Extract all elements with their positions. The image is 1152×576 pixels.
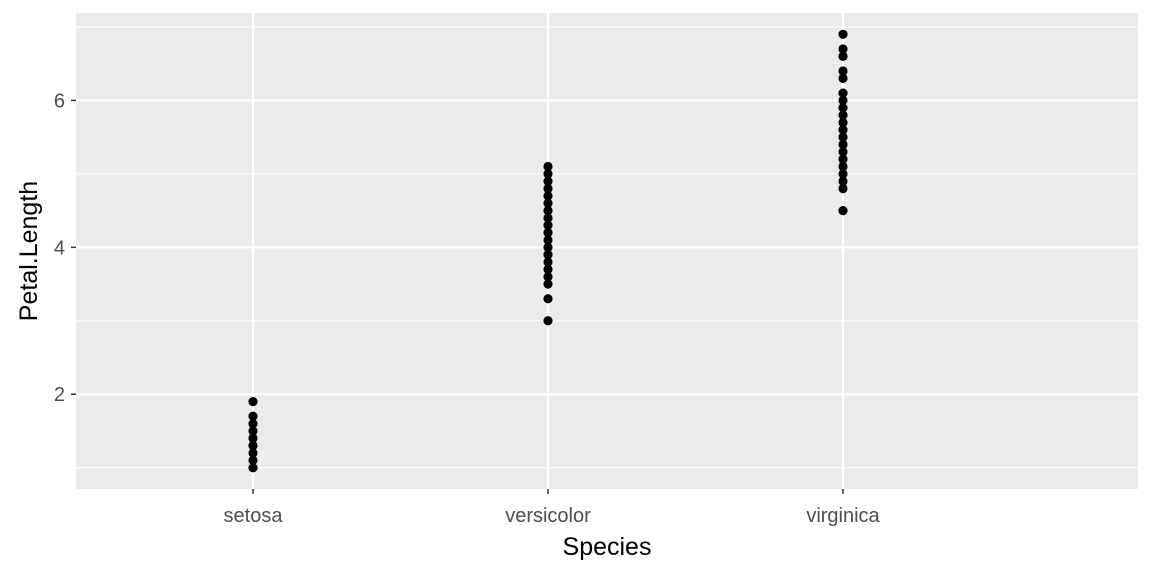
data-point xyxy=(838,125,848,135)
data-point xyxy=(543,264,553,274)
x-tick-label: virginica xyxy=(806,505,880,527)
data-point xyxy=(543,272,553,282)
data-point xyxy=(838,44,848,54)
data-point xyxy=(543,191,553,201)
data-point xyxy=(543,213,553,223)
data-point xyxy=(838,169,848,179)
data-point xyxy=(248,411,258,421)
data-point xyxy=(248,396,258,407)
data-point xyxy=(838,147,848,157)
data-point xyxy=(543,228,553,238)
data-point xyxy=(543,183,553,194)
plot-panel xyxy=(76,13,1138,489)
data-point xyxy=(248,433,258,443)
data-point xyxy=(838,73,848,83)
data-point xyxy=(543,220,553,230)
y-tick-label: 6 xyxy=(54,90,65,112)
data-point xyxy=(543,205,553,216)
data-point xyxy=(838,132,848,142)
x-tick-label: versicolor xyxy=(505,505,591,527)
data-point xyxy=(543,257,553,267)
data-point xyxy=(838,139,848,150)
data-point xyxy=(838,29,848,39)
y-tick-label: 4 xyxy=(54,237,65,259)
data-point xyxy=(248,448,258,458)
data-point xyxy=(838,176,848,186)
data-point xyxy=(543,279,553,289)
y-tick-label: 2 xyxy=(54,384,65,406)
data-point xyxy=(838,161,848,172)
data-point xyxy=(838,95,848,106)
data-point xyxy=(543,242,553,252)
data-point xyxy=(248,441,258,451)
data-point xyxy=(838,51,848,61)
data-point xyxy=(838,110,848,120)
data-points xyxy=(248,29,848,473)
data-point xyxy=(838,103,848,113)
data-point xyxy=(543,250,553,260)
data-point xyxy=(543,198,553,208)
data-point xyxy=(248,455,258,465)
data-point xyxy=(543,169,553,179)
data-point xyxy=(838,183,848,194)
y-axis-title: Petal.Length xyxy=(15,181,43,321)
data-point xyxy=(248,419,258,429)
x-axis-tick-labels: setosa versicolor virginica xyxy=(224,489,881,527)
x-tick-label: setosa xyxy=(224,505,284,527)
data-point xyxy=(838,205,848,216)
data-point xyxy=(543,235,553,245)
data-point xyxy=(838,88,848,98)
data-point xyxy=(838,154,848,164)
data-point xyxy=(543,161,553,172)
data-point xyxy=(543,294,553,304)
x-axis-title: Species xyxy=(563,533,652,561)
data-point xyxy=(543,176,553,186)
data-point xyxy=(248,426,258,436)
data-point xyxy=(838,117,848,128)
data-point xyxy=(248,463,258,473)
y-axis-tick-labels: 2 4 6 xyxy=(54,90,76,406)
data-point xyxy=(838,66,848,76)
data-point xyxy=(543,316,553,326)
